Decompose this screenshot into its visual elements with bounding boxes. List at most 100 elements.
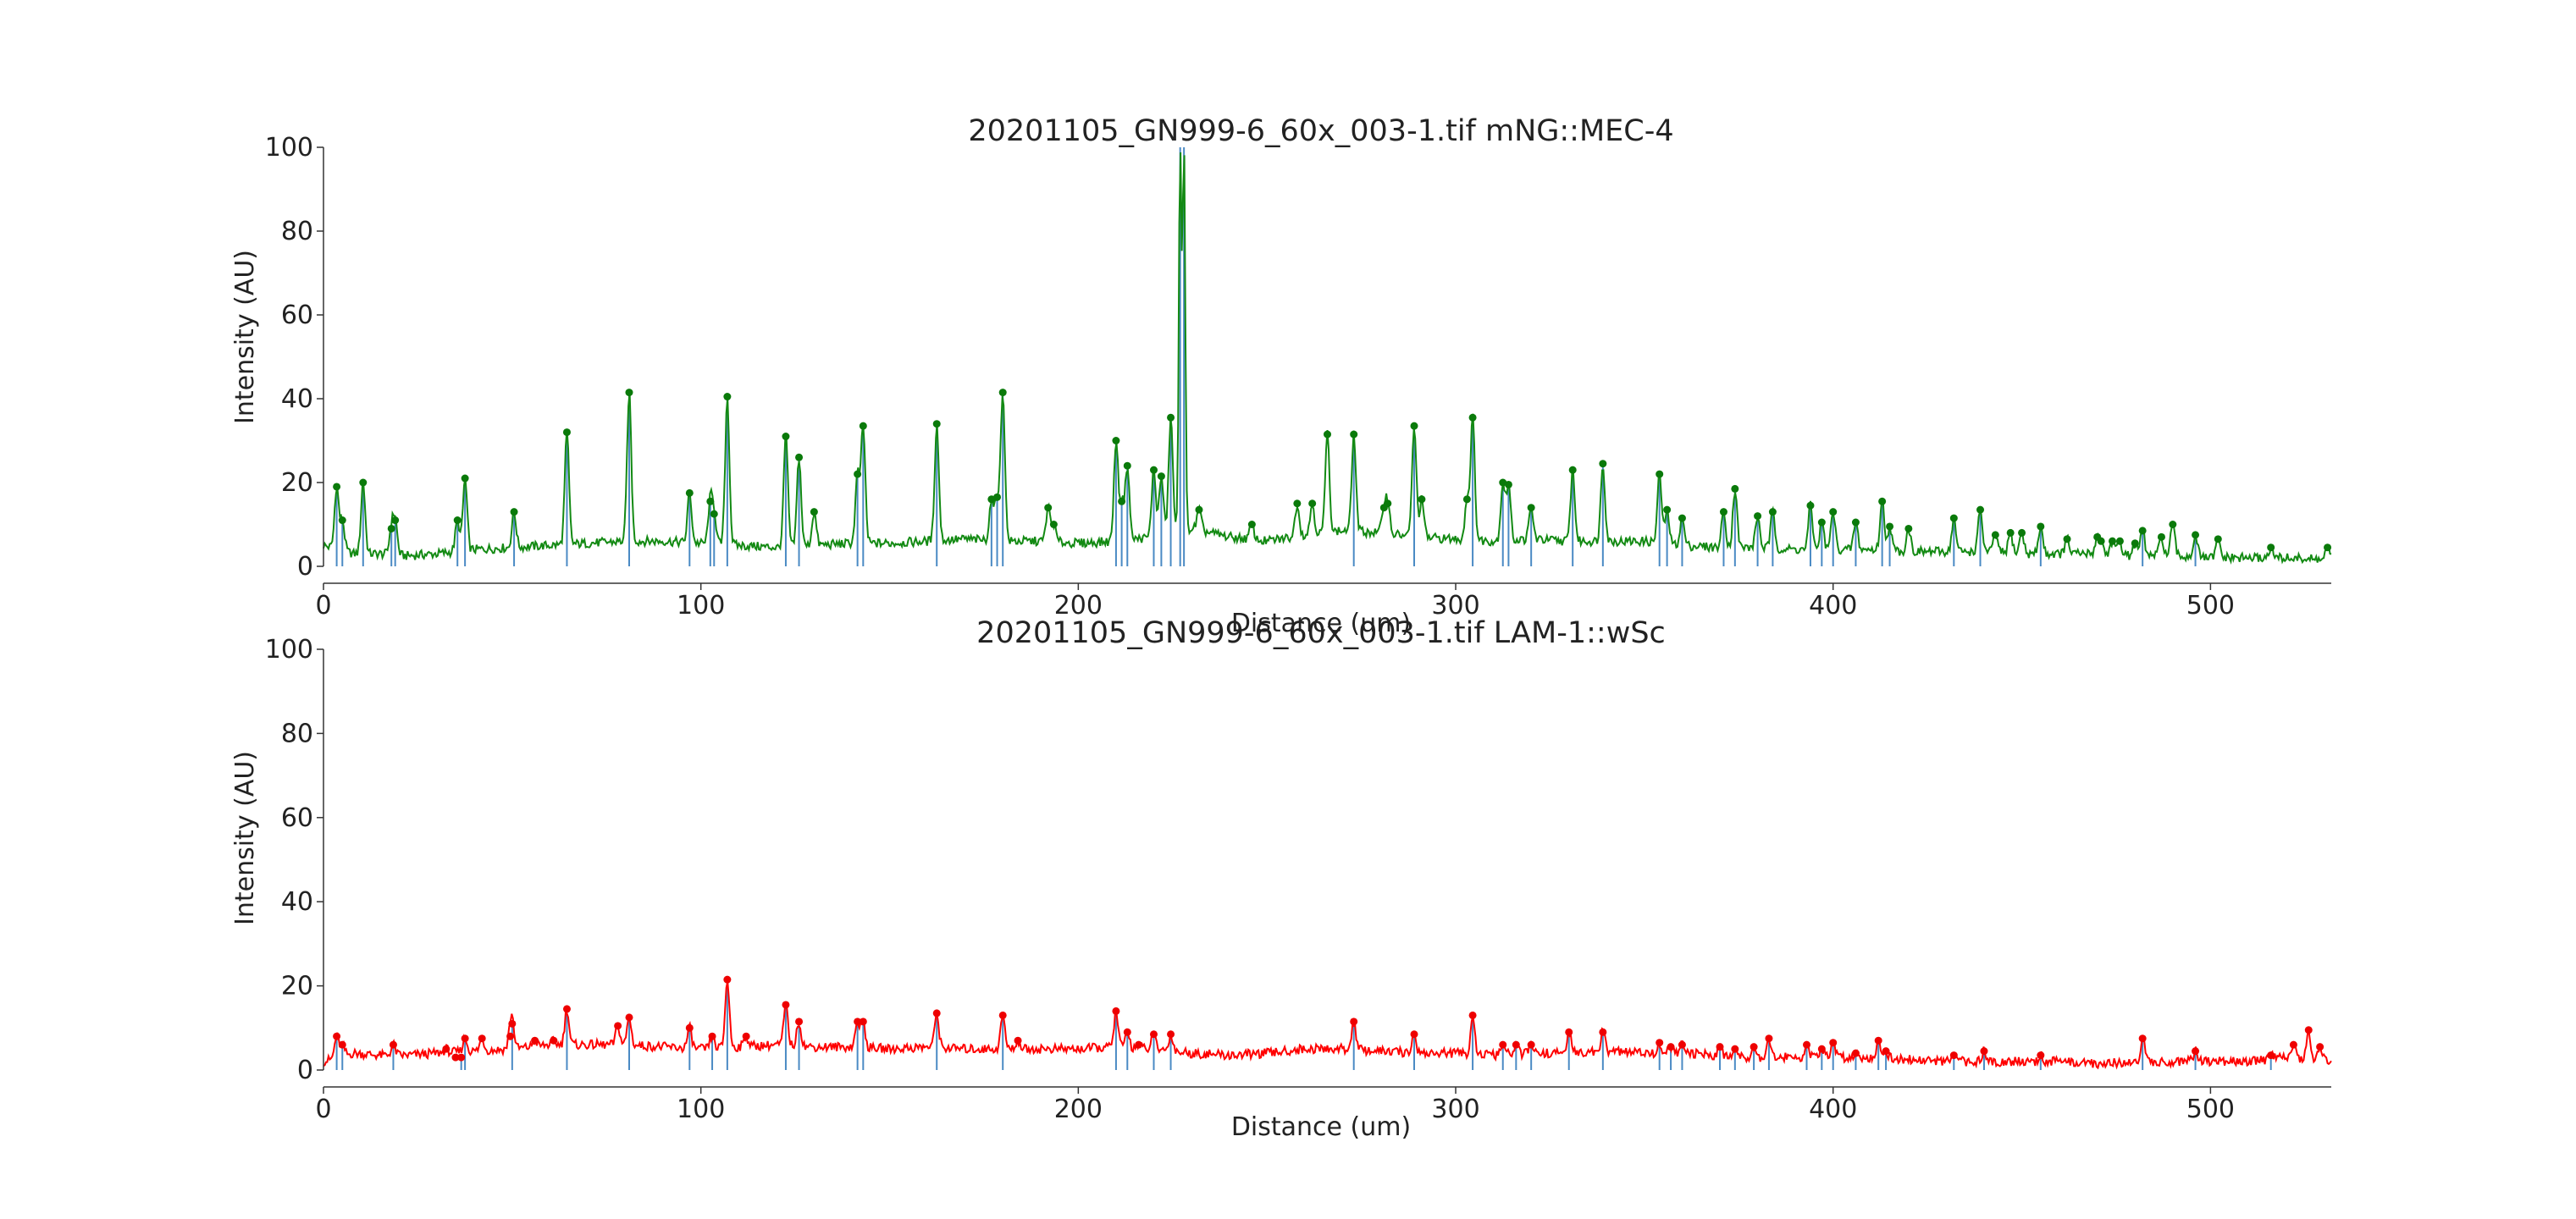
peak-marker <box>1167 1030 1175 1039</box>
peak-marker <box>562 428 571 437</box>
peak-marker <box>1123 1028 1131 1036</box>
peak-marker <box>1980 1047 1988 1056</box>
peak-marker <box>1049 521 1058 528</box>
peak-marker <box>2316 1043 2324 1051</box>
peak-marker <box>1195 505 1203 514</box>
peak-marker <box>1157 472 1165 481</box>
peak-marker <box>1112 1007 1120 1015</box>
peak-marker <box>2267 1051 2275 1060</box>
peak-marker <box>782 1001 790 1009</box>
peak-marker <box>1656 1039 1664 1047</box>
peak-marker <box>723 393 732 401</box>
peak-marker <box>1719 508 1727 516</box>
peak-marker <box>1949 514 1958 522</box>
x-tick-label: 300 <box>1431 591 1479 621</box>
peak-marker <box>338 1040 346 1049</box>
chart-title: 20201105_GN999-6_60x_003-1.tif mNG::MEC-… <box>968 114 1673 148</box>
peak-marker <box>1656 470 1664 478</box>
peak-marker <box>1599 1028 1607 1036</box>
peak-marker <box>1565 1028 1573 1036</box>
y-tick-label: 20 <box>281 468 313 498</box>
peak-marker <box>1949 1051 1958 1060</box>
x-tick-label: 0 <box>315 1095 331 1124</box>
peak-marker <box>932 1009 941 1018</box>
peak-marker <box>562 1005 571 1013</box>
series <box>323 981 2332 1070</box>
peak-marker <box>932 420 941 428</box>
peak-marker <box>478 1034 486 1043</box>
peak-marker <box>1817 1045 1826 1053</box>
peak-marker <box>2267 543 2275 552</box>
peak-marker <box>1886 522 1894 531</box>
mec4-panel: 20201105_GN999-6_60x_003-1.tif mNG::MEC-… <box>230 114 2332 638</box>
peak-marker <box>1350 430 1358 439</box>
peak-marker <box>461 1034 469 1043</box>
peak-lines <box>335 147 2197 566</box>
y-tick-label: 0 <box>297 1056 313 1085</box>
axes: 0 20 40 60 80 100 0 100 200 300 400 500 <box>265 133 2331 621</box>
peak-marker <box>1384 499 1392 508</box>
peak-marker <box>685 488 694 497</box>
peak-marker <box>1135 1040 1143 1049</box>
y-tick-label: 40 <box>281 887 313 917</box>
peak-marker <box>1904 524 1913 532</box>
y-axis-label: Intensity (AU) <box>230 250 260 424</box>
peak-marker <box>1504 480 1512 488</box>
peak-marker <box>2037 1051 2045 1060</box>
peak-marker <box>1014 1036 1022 1045</box>
peak-marker <box>2109 537 2117 545</box>
peak-marker <box>2037 522 2045 531</box>
peak-marker <box>1750 1043 1758 1051</box>
x-tick-label: 200 <box>1054 591 1103 621</box>
peak-marker <box>1829 508 1838 516</box>
peak-marker <box>1874 1036 1882 1045</box>
peak-marker <box>854 1018 862 1026</box>
peak-marker <box>993 493 1002 501</box>
intensity-line <box>323 981 2332 1070</box>
peak-marker <box>1768 508 1777 516</box>
peak-marker <box>685 1023 694 1032</box>
peak-marker <box>1324 430 1331 439</box>
axes: 0 20 40 60 80 100 0 100 200 300 400 500 <box>265 635 2331 1124</box>
peak-marker <box>625 389 633 397</box>
peak-marker <box>1976 505 1985 514</box>
peak-marker <box>1806 501 1815 510</box>
peak-marker <box>531 1036 539 1045</box>
peak-marker <box>2289 1040 2297 1049</box>
peak-marker <box>625 1013 633 1022</box>
peak-marker <box>1527 504 1535 512</box>
peak-marker <box>1663 505 1672 514</box>
peak-marker <box>1991 531 1999 539</box>
peak-marker <box>723 975 732 984</box>
peak-marker <box>1499 1040 1507 1049</box>
peak-marker <box>1167 413 1175 422</box>
peak-marker <box>1599 460 1607 468</box>
x-tick-label: 400 <box>1809 591 1857 621</box>
peak-marker <box>2138 1034 2147 1043</box>
lam1-panel: 20201105_GN999-6_60x_003-1.tif LAM-1::wS… <box>230 616 2332 1142</box>
peak-marker <box>333 483 341 491</box>
peak-marker <box>1851 518 1860 527</box>
peak-marker <box>795 1018 804 1026</box>
peak-marker <box>1293 499 1302 508</box>
y-tick-label: 80 <box>281 719 313 748</box>
peak-marker <box>333 1032 341 1040</box>
x-tick-label: 0 <box>315 591 331 621</box>
peak-marker <box>2214 535 2222 543</box>
x-axis-label: Distance (um) <box>1231 609 1411 638</box>
x-tick-label: 100 <box>677 591 725 621</box>
peak-marker <box>359 478 368 487</box>
x-tick-label: 500 <box>2186 1095 2235 1124</box>
peak-marker <box>2304 1026 2313 1034</box>
peak-marker <box>859 422 867 430</box>
peak-marker <box>859 1018 867 1026</box>
peak-marker <box>391 516 400 525</box>
peak-marker <box>2115 537 2124 545</box>
peak-marker <box>1829 1039 1838 1047</box>
peak-marker <box>998 389 1007 397</box>
peak-marker <box>2097 537 2105 545</box>
peak-marker <box>457 1053 466 1062</box>
peak-marker <box>1123 461 1131 470</box>
y-tick-label: 40 <box>281 384 313 414</box>
